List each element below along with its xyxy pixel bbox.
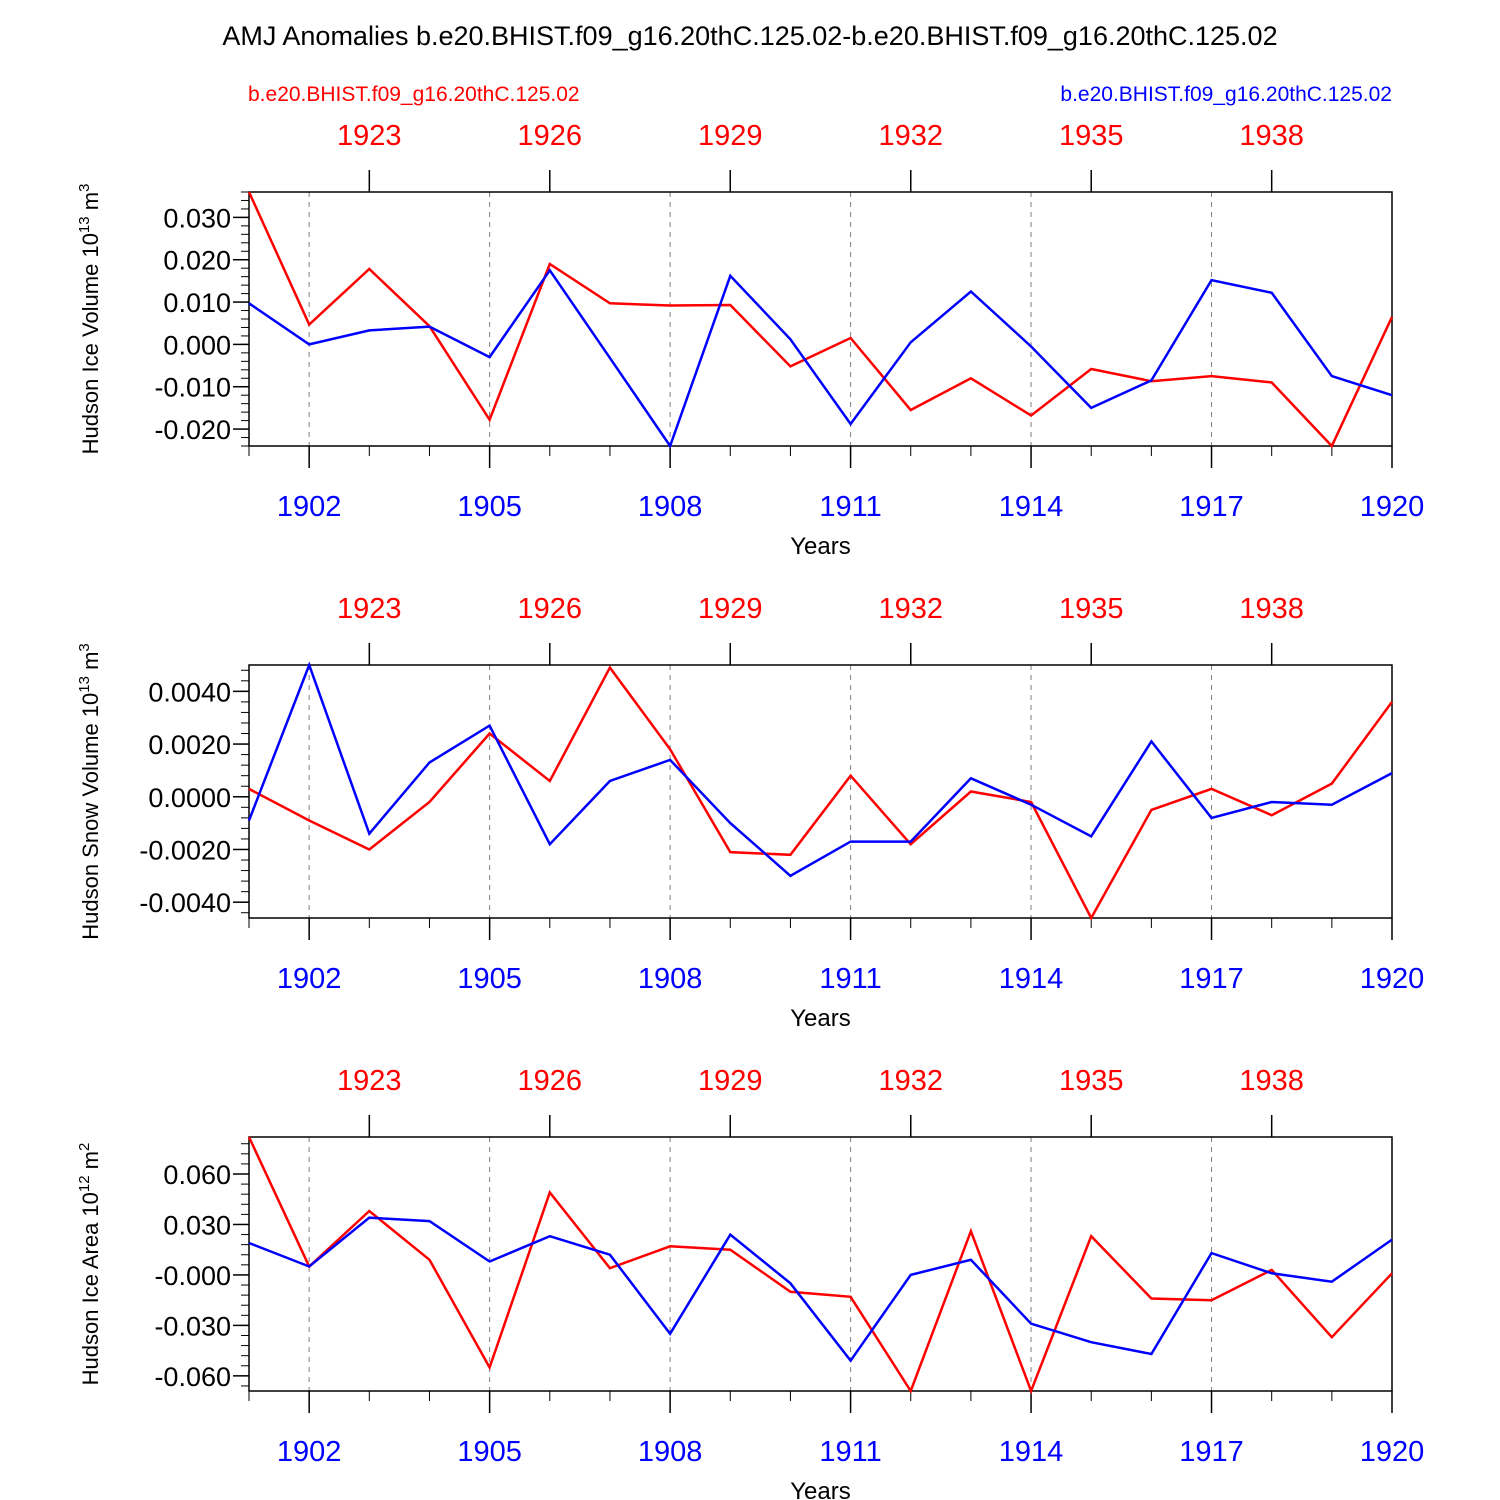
x-tick-label-bottom: 1917 — [1179, 1436, 1244, 1468]
y-axis-title-unit: m — [78, 1151, 103, 1175]
x-tick-label-bottom: 1905 — [457, 1436, 522, 1468]
y-axis-title-unit: m — [78, 192, 103, 216]
x-tick-label-bottom: 1920 — [1360, 1436, 1425, 1468]
y-tick-label: -0.030 — [154, 1311, 231, 1341]
y-axis-title-exponent: 13 — [76, 216, 93, 233]
x-tick-label-top: 1932 — [878, 1065, 943, 1097]
x-tick-label-bottom: 1920 — [1360, 491, 1425, 523]
series-line-red — [248, 665, 1394, 921]
y-tick-label: 0.060 — [163, 1160, 231, 1190]
y-axis-title-text: Hudson Snow Volume 10 — [78, 693, 103, 940]
x-tick-label-bottom: 1902 — [277, 491, 342, 523]
x-tick-label-top: 1935 — [1059, 593, 1124, 625]
x-axis-title: Years — [790, 1005, 851, 1032]
x-tick-label-bottom: 1914 — [999, 1436, 1064, 1468]
y-axis-title-unit-exponent: 2 — [76, 1143, 93, 1151]
series-line-red — [247, 1136, 1393, 1395]
y-tick-label: 0.0000 — [148, 783, 231, 813]
x-tick-label-bottom: 1917 — [1179, 491, 1244, 523]
y-tick-label: 0.030 — [163, 1210, 231, 1240]
x-tick-label-bottom: 1920 — [1360, 963, 1425, 995]
y-axis-title: Hudson Ice Area 1012 m2 — [76, 1143, 103, 1386]
x-tick-label-bottom: 1905 — [457, 491, 522, 523]
x-tick-label-top: 1932 — [878, 593, 943, 625]
x-tick-label-bottom: 1911 — [819, 963, 881, 995]
y-tick-label: 0.010 — [163, 288, 231, 318]
x-tick-label-top: 1935 — [1059, 120, 1124, 152]
x-tick-label-bottom: 1908 — [638, 963, 703, 995]
chart-panel-2: 1902 1905 1908 1911 1914 1917 1920 1923 1926 1929… — [76, 593, 1424, 1032]
y-axis-title: Hudson Snow Volume 1013 m3 — [76, 643, 103, 940]
x-tick-label-top: 1938 — [1239, 120, 1304, 152]
x-tick-label-bottom: 1914 — [999, 963, 1064, 995]
x-tick-label-bottom: 1902 — [277, 1436, 342, 1468]
panels-container: 1902 1905 1908 1911 1914 1917 1920 1923 1926 1929… — [76, 120, 1424, 1500]
x-tick-label-top: 1932 — [878, 120, 943, 152]
y-tick-label: 0.020 — [163, 246, 231, 276]
chart-panel-3: 1902 1905 1908 1911 1914 1917 1920 1923 1926 1929… — [76, 1065, 1424, 1500]
chart-title: AMJ Anomalies b.e20.BHIST.f09_g16.20thC.… — [222, 21, 1277, 51]
x-tick-label-bottom: 1911 — [819, 1436, 881, 1468]
y-tick-label: 0.000 — [163, 330, 231, 360]
chart-panel-1: 1902 1905 1908 1911 1914 1917 1920 1923 1926 1929… — [76, 120, 1424, 560]
x-axis-title: Years — [790, 533, 851, 560]
x-tick-label-top: 1923 — [337, 593, 402, 625]
series-line-blue — [248, 1216, 1393, 1363]
x-tick-label-top: 1926 — [518, 593, 583, 625]
x-tick-label-top: 1935 — [1059, 1065, 1124, 1097]
x-tick-label-top: 1923 — [337, 1065, 402, 1097]
x-tick-label-bottom: 1911 — [819, 491, 881, 523]
x-tick-label-top: 1929 — [698, 1065, 763, 1097]
y-tick-label: -0.000 — [154, 1261, 231, 1291]
y-axis-title-unit: m — [78, 652, 103, 676]
y-axis-title: Hudson Ice Volume 1013 m3 — [76, 184, 103, 455]
x-tick-label-top: 1926 — [518, 120, 583, 152]
y-axis-title-text: Hudson Ice Volume 10 — [78, 233, 103, 454]
y-tick-label: -0.0020 — [139, 835, 231, 865]
series-line-red — [247, 191, 1394, 449]
y-tick-label: 0.0020 — [148, 730, 231, 760]
series-line-blue — [248, 268, 1393, 449]
x-tick-label-top: 1926 — [518, 1065, 583, 1097]
x-tick-label-top: 1929 — [698, 120, 763, 152]
y-tick-label: -0.010 — [154, 373, 231, 403]
y-axis-title-unit-exponent: 3 — [76, 184, 93, 192]
y-axis-title-exponent: 12 — [76, 1175, 93, 1192]
legend-label-blue: b.e20.BHIST.f09_g16.20thC.125.02 — [1060, 83, 1392, 106]
x-tick-label-top: 1938 — [1239, 593, 1304, 625]
y-tick-label: 0.0040 — [148, 677, 231, 707]
x-tick-label-bottom: 1908 — [638, 1436, 703, 1468]
x-tick-label-top: 1929 — [698, 593, 763, 625]
legend-label-red: b.e20.BHIST.f09_g16.20thC.125.02 — [248, 83, 580, 106]
x-tick-label-bottom: 1908 — [638, 491, 703, 523]
x-tick-label-bottom: 1914 — [999, 491, 1064, 523]
y-tick-label: -0.0040 — [139, 888, 231, 918]
y-tick-label: 0.030 — [163, 203, 231, 233]
plot-frame — [248, 664, 1393, 919]
x-axis-title: Years — [790, 1478, 851, 1500]
y-axis-title-exponent: 13 — [76, 676, 93, 693]
x-tick-label-top: 1923 — [337, 120, 402, 152]
x-tick-label-bottom: 1902 — [277, 963, 342, 995]
plot-frame — [248, 1136, 1393, 1392]
x-tick-label-top: 1938 — [1239, 1065, 1304, 1097]
y-tick-label: -0.020 — [154, 415, 231, 445]
y-axis-title-text: Hudson Ice Area 10 — [78, 1192, 103, 1385]
y-tick-label: -0.060 — [154, 1362, 231, 1392]
x-tick-label-bottom: 1905 — [457, 963, 522, 995]
series-line-blue — [247, 661, 1393, 878]
x-tick-label-bottom: 1917 — [1179, 963, 1244, 995]
y-axis-title-unit-exponent: 3 — [76, 643, 93, 651]
